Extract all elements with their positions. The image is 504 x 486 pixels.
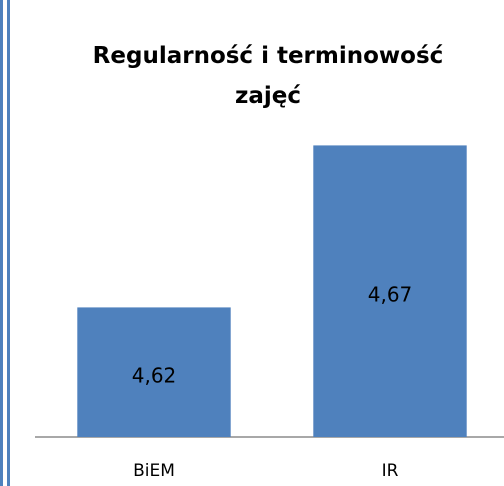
chart-title: Regularność i terminowość zajęć [92, 43, 444, 109]
x-tick-label: IR [382, 461, 399, 481]
bar [77, 307, 231, 437]
data-label: 4,62 [132, 364, 177, 388]
x-tick-label: BiEM [133, 461, 175, 481]
border [7, 0, 10, 486]
bar [313, 145, 467, 437]
data-label: 4,67 [368, 283, 413, 307]
border [0, 0, 3, 486]
